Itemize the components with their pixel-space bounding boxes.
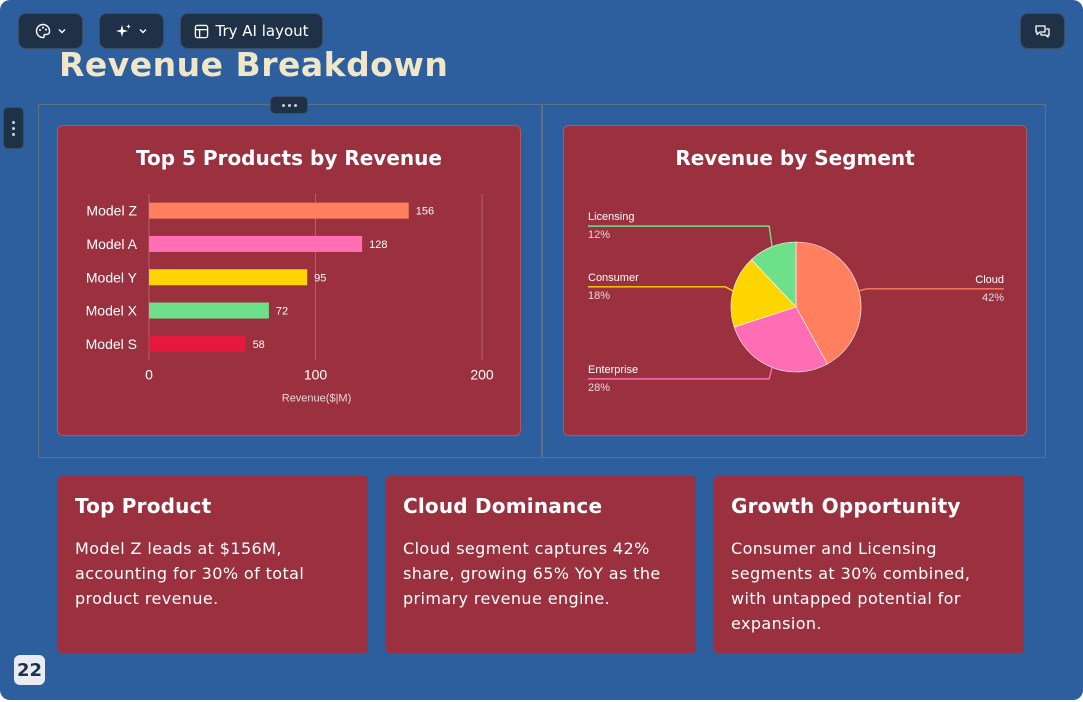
insight-body: Consumer and Licensing segments at 30% c… (731, 539, 971, 633)
drag-dot (12, 126, 15, 130)
leader-line (858, 288, 1004, 292)
slice-percent: 28% (588, 382, 610, 394)
data-label: 128 (369, 239, 387, 251)
data-label: 95 (314, 272, 326, 284)
comments-icon (1035, 25, 1050, 38)
theme-button[interactable] (18, 13, 83, 49)
insight-title: Cloud Dominance (403, 494, 603, 518)
page-number-badge: 22 (14, 655, 45, 685)
side-handle[interactable] (3, 107, 24, 149)
slice-label: Enterprise (588, 364, 638, 376)
comments-button[interactable] (1020, 13, 1065, 49)
bar (149, 335, 246, 352)
pie-chart: Cloud 42% Enterprise 28% Consumer 18% Licensin… (588, 211, 1004, 394)
drag-dot (293, 103, 297, 107)
insight-card-cloud-dominance[interactable]: Cloud Dominance Cloud segment captures 4… (386, 476, 696, 653)
pie-chart-title: Revenue by Segment (675, 146, 915, 170)
drag-handle[interactable] (270, 96, 308, 114)
insight-card-growth-opportunity[interactable]: Growth Opportunity Consumer and Licensin… (714, 476, 1024, 653)
x-tick-label: 100 (304, 367, 328, 383)
insight-body: Model Z leads at $156M, accounting for 3… (75, 539, 305, 608)
slice-label: Consumer (588, 272, 639, 284)
leader-line (588, 225, 773, 247)
try-ai-layout-button[interactable]: Try AI layout (180, 13, 323, 49)
drag-dot (281, 103, 285, 107)
slide-title[interactable]: Revenue Breakdown (59, 45, 449, 84)
slice-percent: 42% (982, 292, 1004, 304)
bar-chart-title: Top 5 Products by Revenue (136, 146, 442, 170)
chevron-down-icon (139, 29, 146, 34)
drag-dot (12, 132, 15, 136)
frame-divider (541, 104, 543, 458)
bar (149, 302, 269, 319)
y-tick-label: Model X (86, 303, 138, 319)
insight-card-top-product[interactable]: Top Product Model Z leads at $156M, acco… (58, 476, 368, 653)
insight-title: Growth Opportunity (731, 494, 961, 518)
y-tick-label: Model Z (86, 203, 137, 219)
bar (149, 235, 363, 252)
y-tick-label: Model A (86, 236, 137, 252)
pie-chart-card[interactable]: Revenue by Segment Cloud 42% Enterprise 28%… (563, 125, 1027, 436)
bar (149, 269, 308, 286)
bar-chart-card[interactable]: Top 5 Products by Revenue 0 100 200 Model Z… (57, 125, 521, 436)
data-label: 72 (276, 306, 288, 318)
chevron-down-icon (58, 29, 65, 34)
palette-icon (35, 23, 50, 39)
x-tick-label: 200 (470, 367, 494, 383)
pie-slice (730, 259, 797, 328)
insight-title: Top Product (75, 494, 212, 518)
y-tick-label: Model S (86, 336, 137, 352)
insight-body: Cloud segment captures 42% share, growin… (403, 539, 661, 608)
try-ai-layout-label: Try AI layout (215, 22, 309, 40)
sparkles-icon (115, 24, 131, 37)
drag-dot (12, 120, 15, 124)
x-tick-label: 0 (145, 367, 153, 383)
data-label: 156 (416, 206, 434, 218)
slice-label: Licensing (588, 211, 634, 223)
slice-label: Cloud (975, 274, 1004, 286)
leader-line (588, 367, 773, 380)
slice-percent: 18% (588, 290, 610, 302)
ai-button[interactable] (99, 13, 164, 49)
slice-percent: 12% (588, 229, 610, 241)
bar (149, 202, 409, 219)
drag-dot (287, 103, 291, 107)
data-label: 58 (253, 339, 265, 351)
layout-icon (195, 24, 209, 38)
x-axis-label: Revenue($|M) (282, 393, 352, 405)
y-tick-label: Model Y (86, 269, 138, 285)
leader-line (588, 286, 734, 292)
bar-chart: 0 100 200 Model Z 156 Model A 128 Model Y 95 Mode… (86, 194, 494, 405)
